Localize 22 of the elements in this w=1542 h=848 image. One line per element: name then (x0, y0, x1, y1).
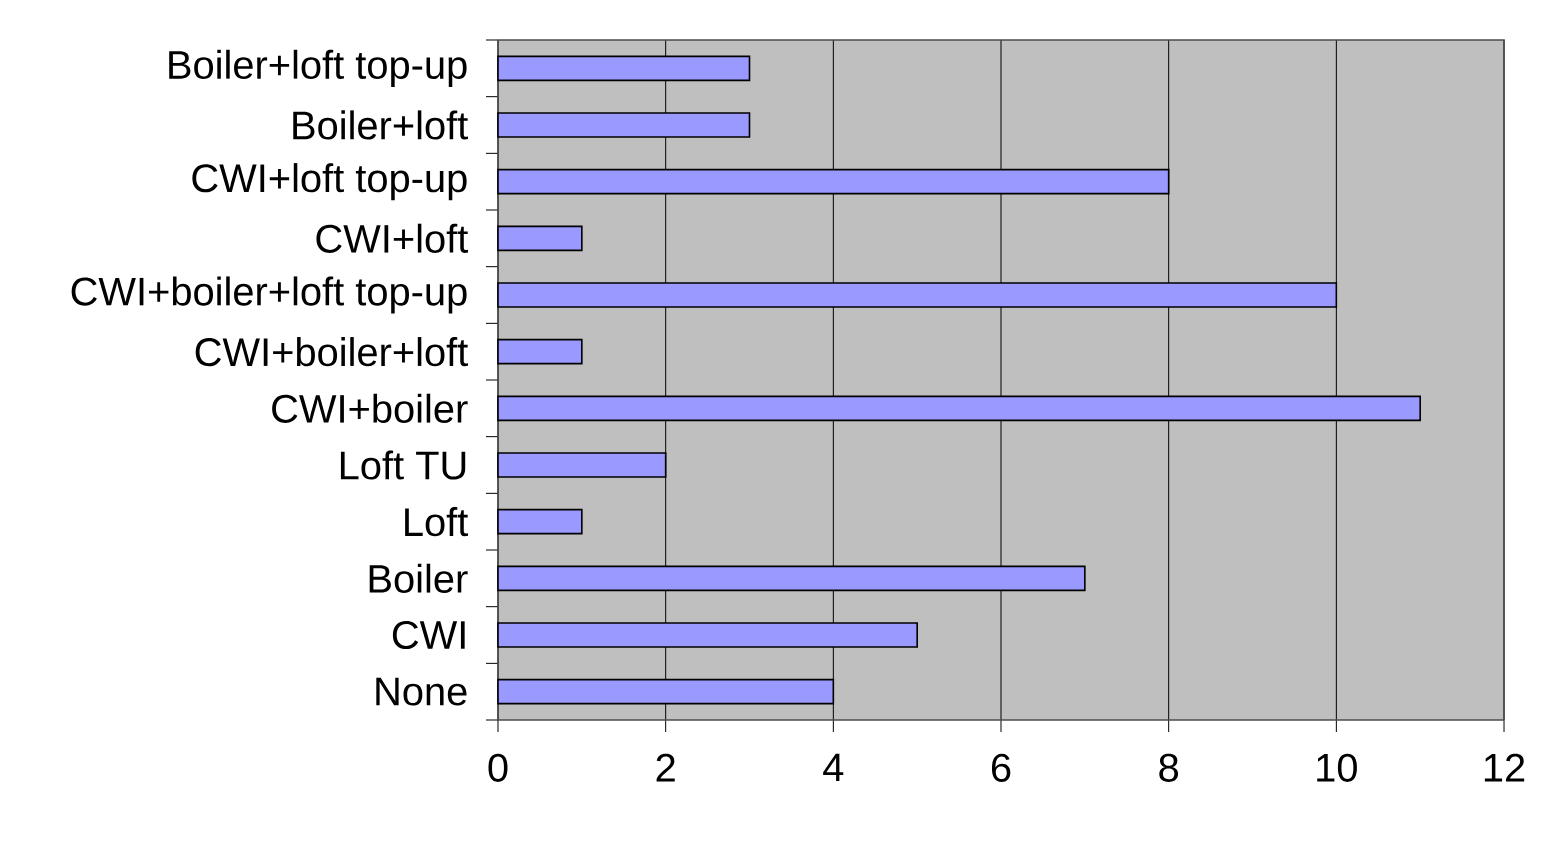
y-tick-label: CWI+boiler (272, 393, 468, 423)
y-tick-label: Boiler (369, 563, 468, 593)
x-tick-label: 6 (991, 753, 1011, 782)
x-tick-label: 8 (1159, 753, 1179, 782)
y-tick-label: Boiler+loft (293, 110, 468, 140)
x-tick-label: 10 (1317, 753, 1357, 782)
y-tick-label: Boiler+loft top-up (169, 49, 467, 87)
y-tick-label: None (376, 677, 467, 706)
x-tick-label: 12 (1484, 753, 1525, 782)
bar (497, 338, 583, 365)
y-tick-label: Loft TU (340, 450, 466, 480)
x-tick-label: 0 (488, 753, 508, 782)
y-tick-label: CWI+loft top-up (192, 163, 467, 201)
y-tick-label: CWI (392, 620, 465, 650)
y-tick-label: CWI+boiler+loft (195, 337, 468, 367)
y-tick-label: CWI+loft (316, 223, 469, 253)
y-tick-label: Loft (405, 507, 469, 537)
bar (497, 508, 583, 535)
x-tick-label: 2 (656, 753, 675, 782)
y-tick-label: CWI+boiler+loft top-up (71, 276, 467, 314)
bar (497, 225, 583, 252)
x-tick-label: 4 (823, 753, 844, 782)
